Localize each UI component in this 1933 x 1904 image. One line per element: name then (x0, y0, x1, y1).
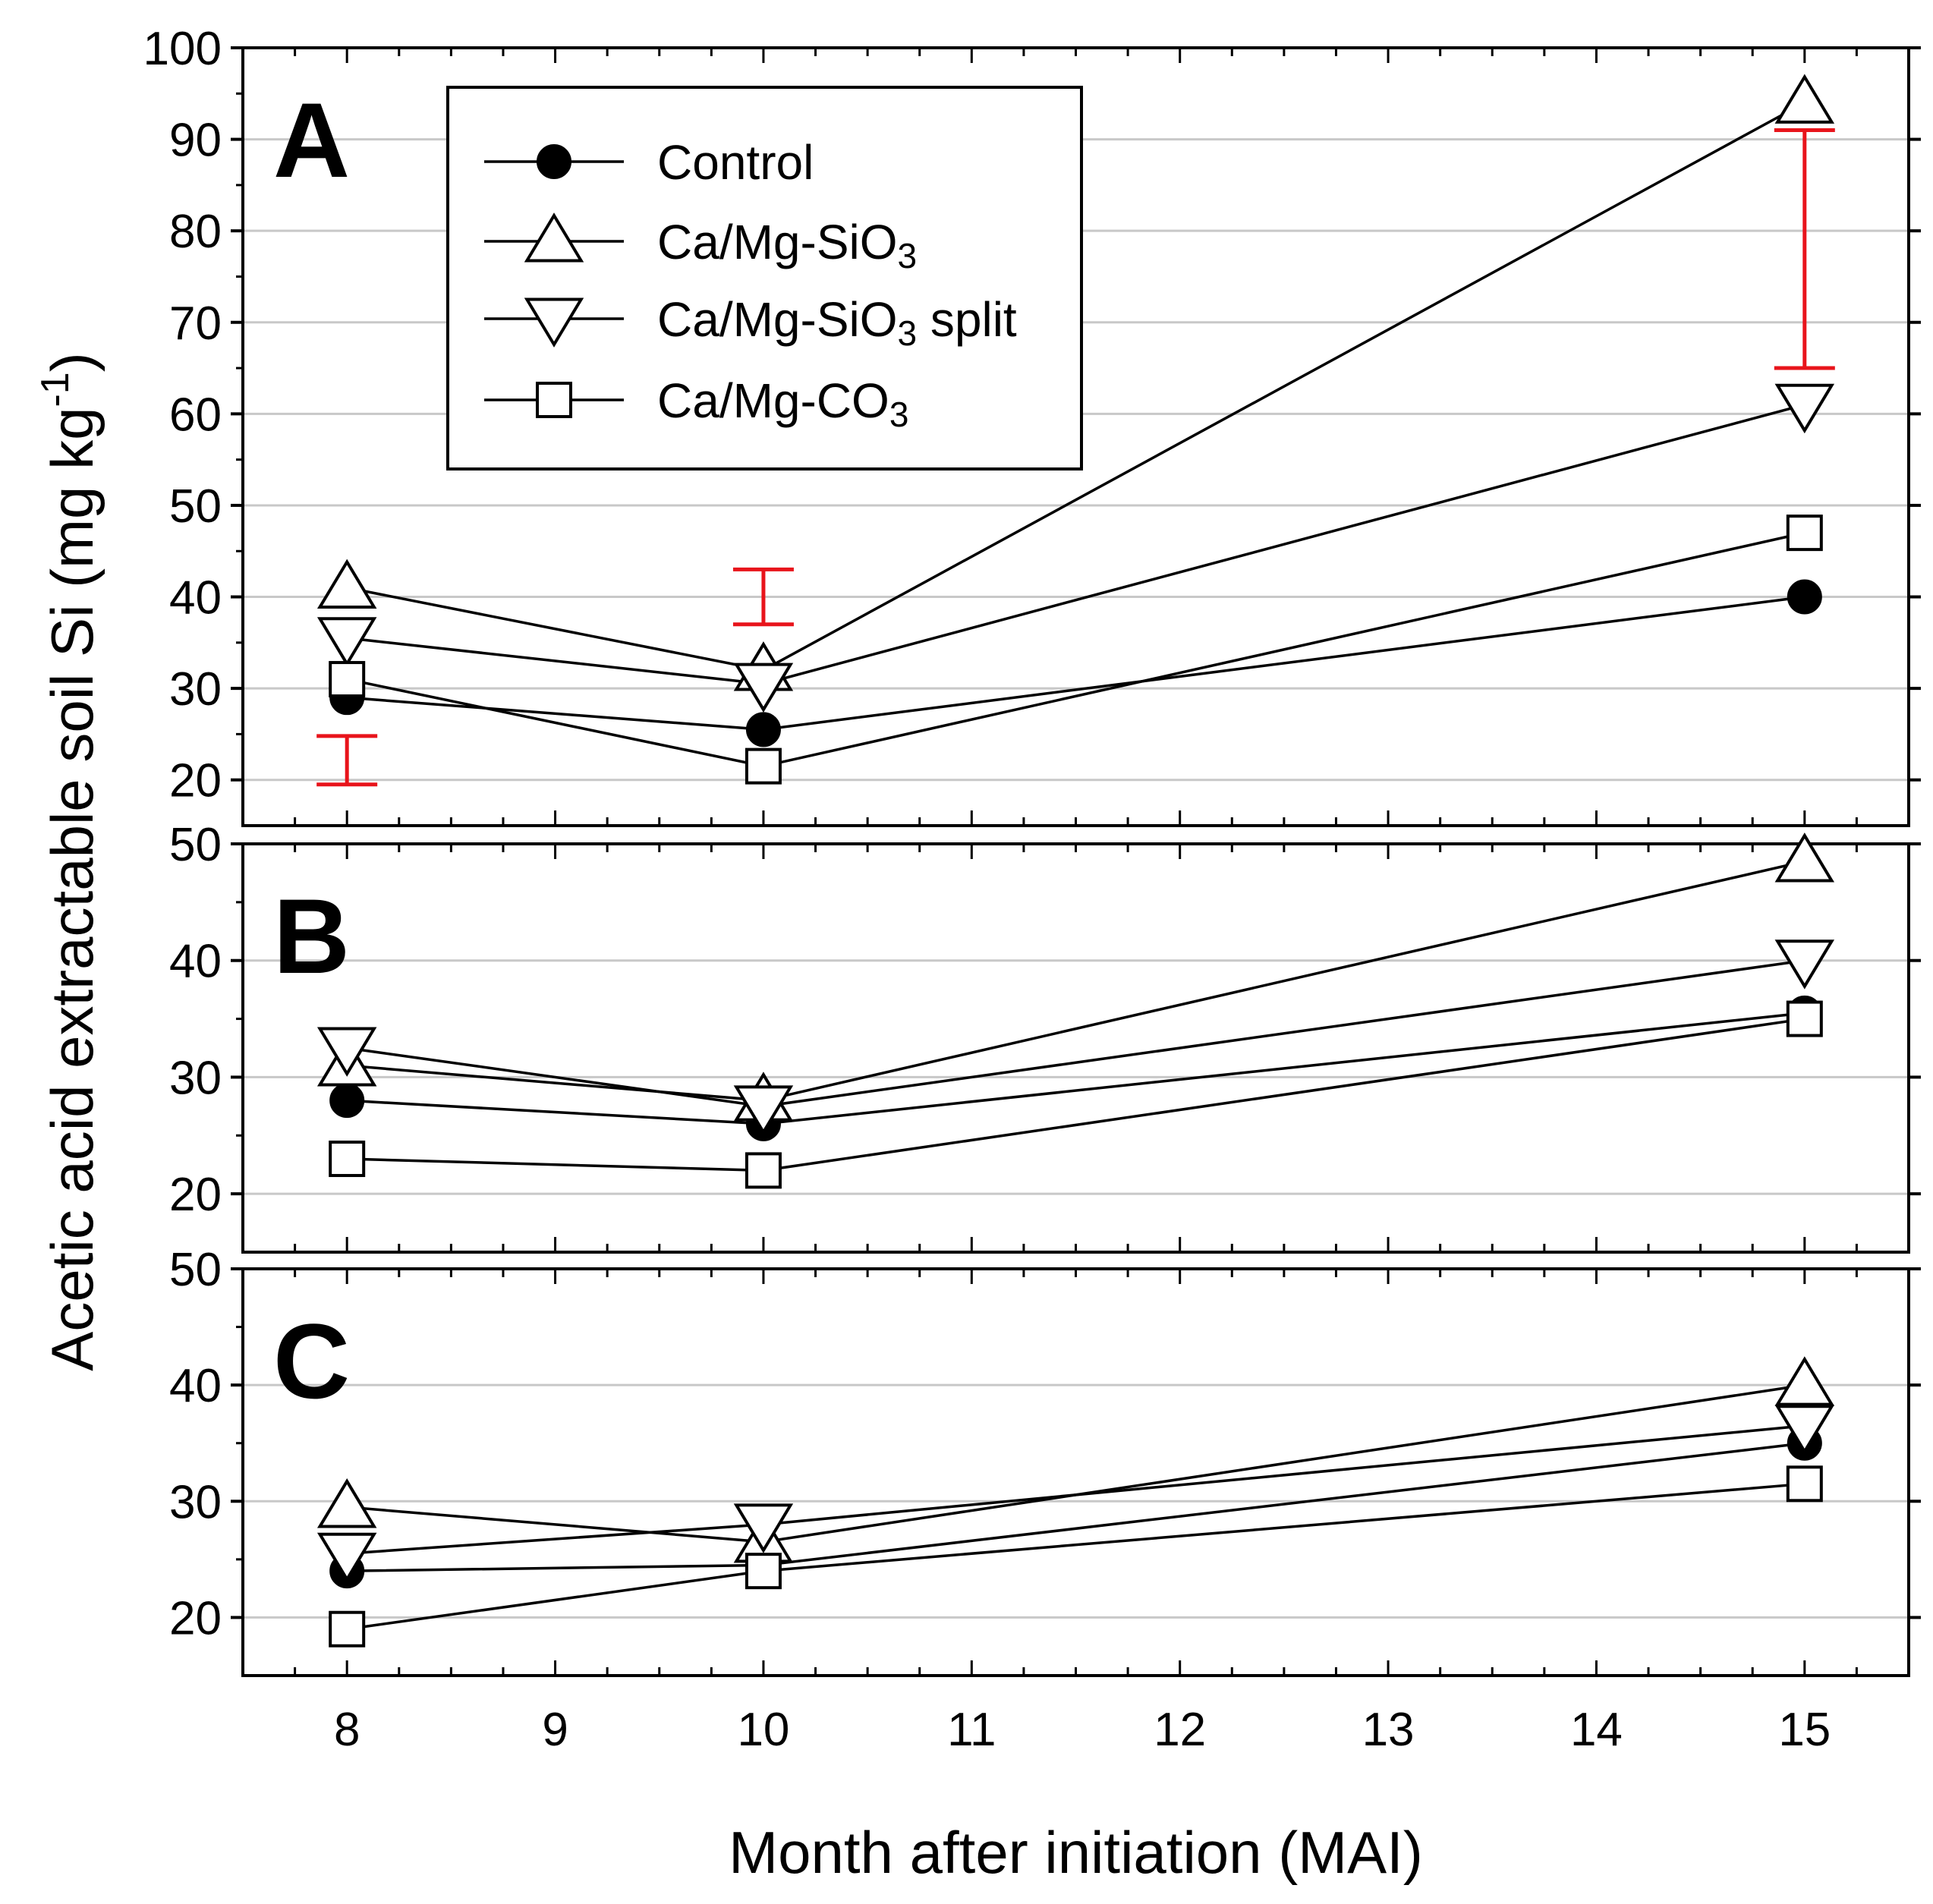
x-tick-label: 9 (542, 1704, 568, 1756)
data-point-sio3split (316, 617, 377, 667)
y-tick-label: 80 (169, 206, 222, 258)
data-point-sio3split (1774, 939, 1835, 990)
data-point-sio3split (316, 1532, 377, 1583)
data-point-co3 (745, 747, 782, 785)
x-tick-label: 11 (947, 1704, 996, 1756)
data-point-co3 (745, 1553, 782, 1590)
legend-label-sio3: Ca/Mg-SiO3​ (657, 215, 917, 275)
data-point-sio3 (1774, 74, 1835, 124)
series-line-co3 (346, 531, 1805, 768)
data-point-sio3split (1774, 1405, 1835, 1455)
data-point-co3 (1786, 515, 1823, 552)
x-tick-label: 10 (737, 1704, 789, 1756)
data-point-sio3 (1774, 832, 1835, 883)
legend-marker-control (537, 144, 571, 179)
y-axis-title: Acetic acid extractable soil Si (mg kg-1… (33, 352, 105, 1371)
data-point-control (329, 1083, 365, 1119)
legend-marker-co3 (536, 382, 572, 418)
legend: Control Ca/Mg-SiO3​ Ca/Mg-SiO3 split Ca/Mg-… (446, 86, 1083, 470)
panel-label: A (273, 80, 350, 200)
legend-label-co3: Ca/Mg-CO3​ (657, 373, 908, 434)
data-point-sio3split (733, 1085, 794, 1135)
x-axis-title: Month after initiation (MAI) (729, 1819, 1423, 1886)
data-point-sio3 (316, 559, 377, 609)
y-tick-label: 40 (169, 936, 222, 988)
y-tick-label: 50 (169, 1244, 222, 1296)
data-point-sio3split (733, 1503, 794, 1553)
data-point-co3 (329, 661, 366, 698)
data-point-sio3split (316, 1027, 377, 1077)
panel-frame (241, 1267, 1910, 1677)
series-line-co3 (346, 1482, 1805, 1631)
series-line-sio3split (347, 1424, 1805, 1555)
y-tick-label: 20 (169, 755, 222, 807)
x-tick-label: 13 (1362, 1704, 1415, 1756)
data-point-co3 (329, 1141, 366, 1178)
data-point-control (745, 712, 781, 747)
panel-frame (241, 842, 1910, 1254)
legend-label-control: Control (657, 135, 814, 190)
data-point-co3 (1786, 1465, 1823, 1503)
x-tick-label: 14 (1570, 1704, 1623, 1756)
y-tick-label: 50 (169, 480, 222, 533)
data-point-sio3split (733, 662, 794, 713)
y-tick-label: 100 (143, 23, 222, 75)
data-point-control (1787, 579, 1822, 615)
data-point-co3 (1786, 1000, 1823, 1037)
y-tick-label: 30 (169, 1052, 222, 1104)
x-tick-label: 15 (1778, 1704, 1831, 1756)
panel-label: B (273, 876, 350, 996)
x-tick-label: 8 (334, 1704, 360, 1756)
y-tick-label: 20 (169, 1592, 222, 1644)
legend-marker-sio3 (524, 212, 584, 263)
y-tick-label: 20 (169, 1169, 222, 1221)
data-point-sio3split (1774, 383, 1835, 434)
y-tick-label: 40 (169, 572, 222, 625)
y-tick-label: 90 (169, 115, 222, 167)
panel-b: 20 30 40 50 B (169, 819, 1921, 1254)
panel-label: C (273, 1301, 350, 1421)
data-point-co3 (329, 1610, 366, 1648)
data-point-co3 (745, 1152, 782, 1189)
series-line-sio3 (347, 860, 1805, 1102)
legend-marker-sio3split (524, 297, 584, 348)
x-tick-label: 12 (1154, 1704, 1206, 1756)
y-tick-label: 60 (169, 389, 222, 441)
y-tick-label: 40 (169, 1360, 222, 1412)
y-tick-label: 30 (169, 1476, 222, 1528)
data-point-sio3 (316, 1478, 377, 1528)
series-line-sio3 (347, 1383, 1805, 1544)
panel-c: 20 30 40 50 C (169, 1244, 1921, 1677)
legend-label-sio3split: Ca/Mg-SiO3 split (657, 292, 1017, 353)
data-point-sio3 (1774, 1356, 1835, 1406)
series-line-control (347, 1441, 1805, 1572)
y-tick-label: 30 (169, 663, 222, 716)
series-line-co3 (347, 1017, 1805, 1172)
y-tick-label: 50 (169, 819, 222, 871)
y-tick-label: 70 (169, 297, 222, 350)
